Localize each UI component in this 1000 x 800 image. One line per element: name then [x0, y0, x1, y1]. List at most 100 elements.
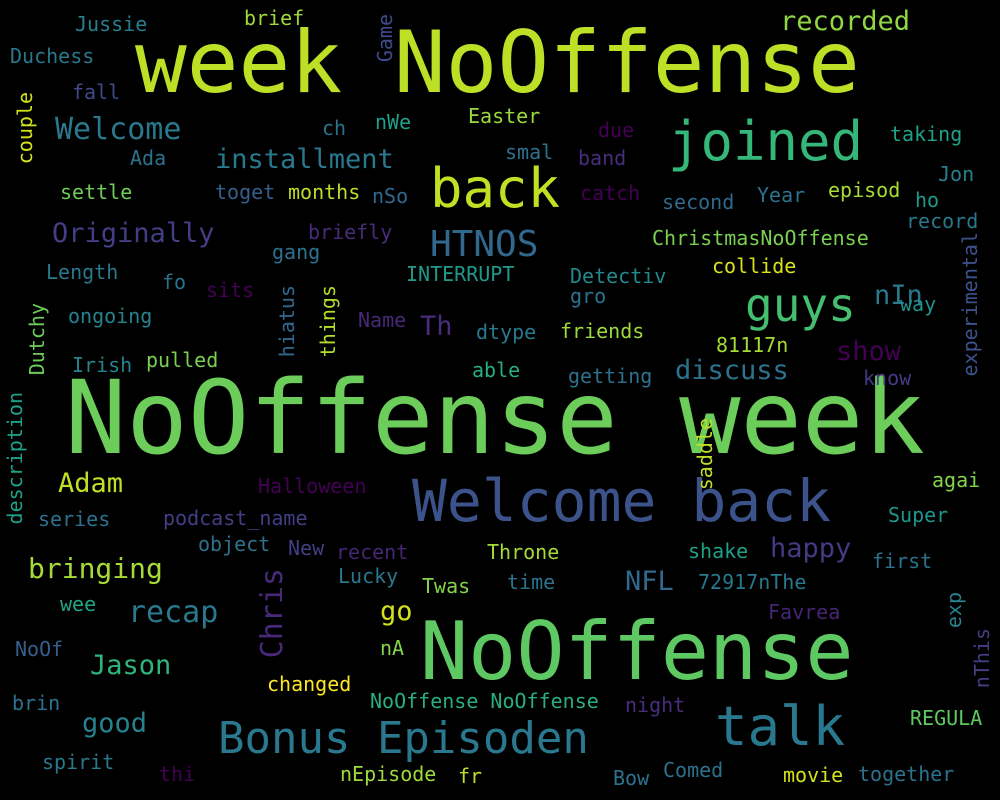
word-second: second: [662, 190, 735, 214]
word-brin: brin: [12, 691, 61, 715]
word-night: night: [625, 693, 686, 717]
word-saddle: saddle: [693, 418, 717, 491]
word-bringing: bringing: [28, 552, 163, 585]
word-talk: talk: [715, 695, 846, 758]
word-catch: catch: [580, 181, 641, 205]
word-way: way: [900, 292, 937, 316]
word-na: nA: [380, 636, 405, 660]
word-nepisode: nEpisode: [340, 762, 437, 786]
word-lucky: Lucky: [338, 564, 399, 588]
word-twas: Twas: [422, 574, 471, 598]
word-time: time: [507, 570, 556, 594]
word-recorded: recorded: [780, 6, 911, 37]
word-dutchy: Dutchy: [25, 303, 49, 376]
word-agai: agai: [932, 468, 981, 492]
word-th: Th: [420, 311, 453, 342]
word-detectiv: Detectiv: [570, 264, 667, 288]
word-fo: fo: [162, 270, 187, 294]
word-christmasnooffense: ChristmasNoOffense: [652, 226, 869, 250]
word-show: show: [836, 336, 902, 367]
word-comed: Comed: [663, 758, 724, 782]
word-able: able: [472, 358, 521, 382]
word-jussie: Jussie: [75, 12, 148, 36]
word-81117n: 81117n: [716, 333, 789, 357]
word-name: Name: [358, 308, 407, 332]
word-duchess: Duchess: [10, 44, 95, 68]
word-know: know: [863, 366, 912, 390]
word-good: good: [82, 708, 148, 739]
word-new: New: [288, 536, 325, 560]
word-discuss: discuss: [675, 355, 789, 386]
word-nthis: nThis: [970, 628, 994, 689]
word-go: go: [380, 596, 413, 627]
word-band: band: [578, 146, 627, 170]
word-collide: collide: [712, 254, 797, 278]
word-getting: getting: [568, 364, 653, 388]
word-nfl: NFL: [625, 566, 674, 597]
word-throne: Throne: [487, 540, 560, 564]
word-fall: fall: [72, 80, 121, 104]
word-smal: smal: [505, 140, 554, 164]
word-easter: Easter: [468, 104, 541, 128]
word-bow: Bow: [613, 766, 650, 790]
word-settle: settle: [60, 180, 133, 204]
word-noof: NoOf: [15, 637, 64, 661]
word-week-nooffense: week NoOffense: [135, 13, 860, 113]
word-together: together: [858, 762, 955, 786]
word-couple: couple: [13, 92, 37, 165]
word-thi: thi: [159, 762, 196, 786]
word-originally: Originally: [52, 218, 215, 249]
word-back: back: [430, 157, 561, 220]
word-brief: brief: [244, 6, 305, 30]
word-interrupt: INTERRUPT: [406, 262, 515, 286]
word-record: record: [906, 209, 979, 233]
word-dtype: dtype: [476, 320, 537, 344]
word-due: due: [598, 118, 635, 142]
word-super: Super: [888, 503, 949, 527]
word-fr: fr: [458, 764, 483, 788]
word-length: Length: [46, 260, 119, 284]
word-object: object: [198, 532, 271, 556]
word-nooffense-week: NoOffense week: [65, 359, 925, 478]
word-friends: friends: [560, 319, 645, 343]
word-gang: gang: [272, 240, 321, 264]
word-sits: sits: [206, 278, 255, 302]
word-nin: nIn: [874, 280, 923, 311]
word-exp: exp: [942, 592, 966, 629]
word-year: Year: [757, 183, 806, 207]
word-jason: Jason: [90, 650, 172, 681]
word-movie: movie: [783, 763, 844, 787]
word-htnos: HTNOS: [430, 224, 539, 265]
word-nwe: nWe: [375, 110, 412, 134]
word-welcome-back: Welcome back: [412, 467, 832, 535]
word-things: things: [316, 285, 340, 358]
word-toget: toget: [215, 180, 276, 204]
word-regula: REGULA: [910, 706, 983, 730]
word-favrea: Favrea: [768, 600, 841, 624]
word-taking: taking: [890, 122, 963, 146]
word-welcome: Welcome: [55, 112, 182, 147]
word-spirit: spirit: [42, 750, 115, 774]
word-jon: Jon: [938, 162, 975, 186]
word-months: months: [288, 180, 361, 204]
word-nooffense: NoOffense: [420, 605, 854, 698]
word-irish: Irish: [72, 353, 133, 377]
word-nso: nSo: [372, 184, 409, 208]
word-pulled: pulled: [146, 348, 219, 372]
word-podcast-name: podcast_name: [163, 506, 308, 530]
word-description: description: [3, 392, 27, 525]
word-72917nthe: 72917nThe: [698, 570, 807, 594]
word-joined: joined: [668, 110, 864, 173]
word-ch: ch: [322, 116, 347, 140]
word-ada: Ada: [130, 146, 167, 170]
word-happy: happy: [770, 533, 852, 564]
word-wee: wee: [60, 592, 97, 616]
word-halloween: Halloween: [258, 474, 367, 498]
word-adam: Adam: [58, 468, 124, 499]
word-episod: episod: [828, 178, 901, 202]
word-changed: changed: [267, 672, 352, 696]
word-briefly: briefly: [308, 220, 393, 244]
word-first: first: [872, 549, 933, 573]
word-ongoing: ongoing: [68, 304, 153, 328]
